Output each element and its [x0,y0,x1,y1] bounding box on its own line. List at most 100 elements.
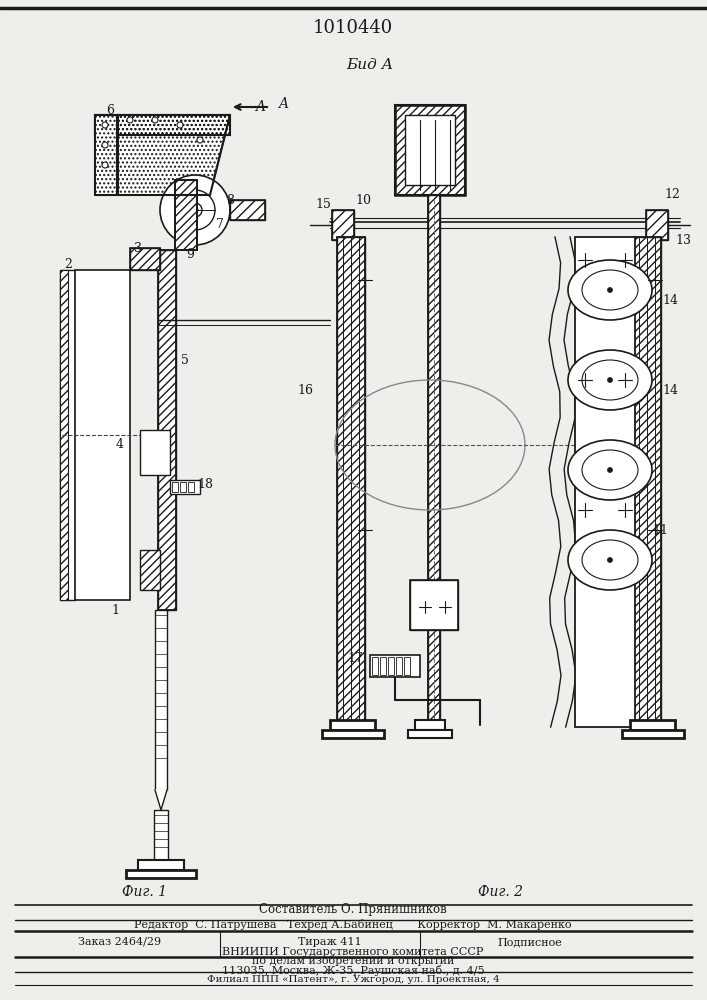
Bar [380,657,386,675]
Bar [230,200,265,220]
Circle shape [197,137,203,143]
Ellipse shape [568,350,652,410]
Text: 17: 17 [347,652,363,664]
Text: 7: 7 [216,219,224,232]
Circle shape [607,377,612,382]
Bar [130,248,160,270]
Bar [158,250,176,610]
Bar [410,580,458,630]
Circle shape [102,142,108,148]
Circle shape [192,207,198,213]
Text: Заказ 2464/29: Заказ 2464/29 [78,937,162,947]
Bar [410,580,458,630]
Bar [95,115,117,195]
Bar [95,115,230,135]
Ellipse shape [582,360,638,400]
Circle shape [102,162,108,168]
Circle shape [607,468,612,473]
Bar [175,180,197,250]
Bar [158,250,176,610]
Text: Тираж 411: Тираж 411 [298,937,362,947]
Text: 9: 9 [186,248,194,261]
Bar [154,810,168,860]
Circle shape [175,190,215,230]
Text: Фиг. 1: Фиг. 1 [122,885,168,899]
Bar [630,720,675,730]
Text: 10: 10 [355,194,371,207]
Text: 15: 15 [315,198,331,212]
Bar [155,610,167,790]
Text: 3: 3 [134,241,142,254]
Bar [140,550,160,590]
Bar [395,105,465,195]
Text: A: A [255,100,265,114]
Bar [405,115,455,185]
Bar [633,237,661,727]
Text: Редактор  С. Патрушева   Техред А.Бабинец       Корректор  М. Макаренко: Редактор С. Патрушева Техред А.Бабинец К… [134,918,572,930]
Bar [130,248,160,270]
Bar [126,870,196,878]
Bar [415,720,445,730]
Bar [95,115,230,135]
Circle shape [160,175,230,245]
Bar [172,482,178,492]
Bar [646,210,668,240]
Bar [395,105,465,195]
Circle shape [607,288,612,292]
Bar [188,482,194,492]
Bar [337,237,365,727]
Text: Филиал ППП «Патент», г. Ужгород, ул. Проектная, 4: Филиал ППП «Патент», г. Ужгород, ул. Про… [206,976,499,984]
Bar [622,730,684,738]
Text: Подписное: Подписное [498,937,562,947]
Text: 4: 4 [116,438,124,452]
Polygon shape [118,115,230,195]
Text: 13: 13 [675,233,691,246]
Bar [180,482,186,492]
Text: 1: 1 [111,603,119,616]
Text: по делам изобретений и открытий: по делам изобретений и открытий [252,956,454,966]
Text: 11: 11 [652,524,668,536]
Text: 8: 8 [226,194,234,207]
Text: 1010440: 1010440 [313,19,393,37]
Circle shape [607,558,612,562]
Text: 16: 16 [297,383,313,396]
Bar [322,730,384,738]
Bar [388,657,394,675]
Bar [370,655,420,677]
Text: 14: 14 [662,294,678,306]
Ellipse shape [568,260,652,320]
Ellipse shape [582,270,638,310]
Bar [332,210,354,240]
Bar [633,237,661,727]
Ellipse shape [568,530,652,590]
Bar [330,720,375,730]
Text: Бид А: Бид А [346,58,394,72]
Circle shape [188,203,202,217]
Circle shape [177,122,183,128]
Bar [404,657,410,675]
Text: 113035, Москва, Ж-35, Раушская наб., д. 4/5: 113035, Москва, Ж-35, Раушская наб., д. … [222,964,484,976]
Polygon shape [155,790,167,810]
Ellipse shape [582,540,638,580]
Text: 12: 12 [664,188,680,202]
Text: ВНИИПИ Государственного комитета СССР: ВНИИПИ Государственного комитета СССР [222,947,484,957]
Bar [428,195,440,725]
Bar [332,210,354,240]
Bar [175,180,197,250]
Bar [646,210,668,240]
Bar [170,480,200,494]
Ellipse shape [568,440,652,500]
Circle shape [102,122,108,128]
Text: Составитель О. Прянишников: Составитель О. Прянишников [259,904,447,916]
Text: 2: 2 [64,258,72,271]
Text: Фиг. 2: Фиг. 2 [477,885,522,899]
Ellipse shape [582,450,638,490]
Bar [408,730,452,738]
Bar [396,657,402,675]
Bar [230,200,265,220]
Bar [60,270,75,600]
Bar [138,860,184,870]
Bar [428,195,440,725]
Bar [75,270,130,600]
Circle shape [127,117,133,123]
